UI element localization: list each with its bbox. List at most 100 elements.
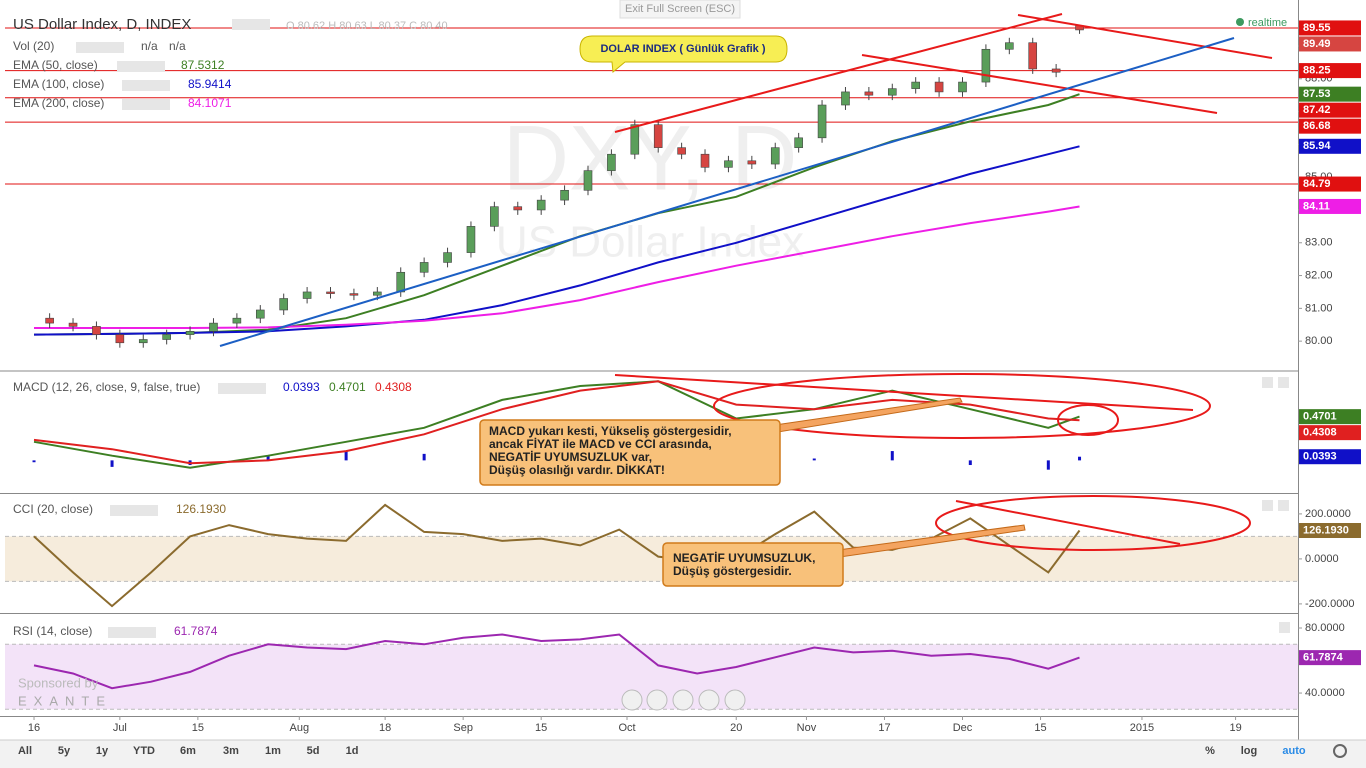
nav-button[interactable] (621, 689, 643, 711)
toolbar (0, 740, 1366, 768)
candle-body (817, 104, 827, 139)
candle-body (700, 153, 710, 168)
nav-button[interactable] (672, 689, 694, 711)
candle-body (1005, 42, 1014, 50)
icons[interactable] (76, 42, 124, 53)
candle-body (209, 322, 218, 332)
icons[interactable] (232, 19, 270, 30)
toolbar-button[interactable]: 1y (96, 745, 109, 757)
histogram-bar (110, 460, 114, 467)
legend-value: 126.1930 (176, 502, 226, 516)
y-tick-label: 80.0000 (1305, 622, 1345, 634)
watermark: US Dollar Index (496, 218, 804, 267)
price-label: 88.25 (1303, 64, 1331, 76)
chart-title: US Dollar Index, D, INDEX (13, 16, 191, 33)
candle-body (232, 317, 242, 324)
candle-body (934, 81, 944, 93)
toolbar-button[interactable]: log (1241, 745, 1258, 757)
legend-value: 84.1071 (188, 96, 232, 110)
price-label: 126.1930 (1303, 524, 1349, 536)
legend-label: EMA (50, close) (13, 58, 98, 72)
sponsor-logo[interactable]: EXANTE (18, 693, 112, 708)
candle-body (630, 124, 640, 155)
exit-fullscreen[interactable]: Exit Full Screen (ESC) (625, 3, 735, 15)
price-label: 0.4308 (1303, 427, 1337, 439)
toolbar-button[interactable]: All (18, 745, 32, 757)
candle-body (560, 189, 569, 201)
trend-lines (219, 13, 1273, 558)
toolbar-button[interactable]: 1m (265, 745, 281, 757)
x-tick-label: Aug (290, 722, 310, 734)
legend-value: 87.5312 (181, 58, 225, 72)
histogram-bar (890, 451, 894, 461)
y-tick-label: 83.00 (1305, 237, 1333, 249)
icons[interactable] (108, 627, 156, 638)
annotation-line: NEGATİF UYUMSUZLUK, (673, 550, 815, 565)
legend-value: n/a (169, 39, 186, 53)
trend-line (219, 37, 1235, 347)
y-tick-label: 40.0000 (1305, 687, 1345, 699)
settings-button[interactable] (1333, 744, 1347, 758)
toolbar-button[interactable]: 5y (58, 745, 71, 757)
panel-button[interactable] (1278, 500, 1289, 511)
toolbar-button[interactable]: 5d (307, 745, 320, 757)
sponsor: Sponsored by (18, 675, 99, 690)
price-label-box (1299, 449, 1361, 465)
x-tick-label: 18 (379, 722, 391, 734)
panel-borders (0, 370, 1366, 717)
price-label-box (1299, 118, 1361, 134)
icons[interactable] (117, 61, 165, 72)
price-label-box (1299, 86, 1361, 102)
panel-button[interactable] (1279, 622, 1290, 633)
legend-label: Vol (20) (13, 39, 54, 53)
toolbar-button[interactable]: YTD (133, 745, 155, 757)
ema-line (33, 145, 1080, 336)
toolbar-button[interactable]: auto (1282, 745, 1306, 757)
exit-fullscreen-button[interactable] (619, 0, 741, 19)
icons[interactable] (122, 80, 170, 91)
candle-body (45, 317, 54, 324)
price-label: 89.55 (1303, 22, 1331, 34)
legend-value: 85.9414 (188, 77, 232, 91)
panel-button[interactable] (1262, 500, 1273, 511)
candle-body (373, 291, 382, 296)
candle-body (887, 88, 897, 96)
price-label: 0.0393 (1303, 451, 1337, 463)
candle-body (607, 153, 616, 171)
price-label: 84.79 (1303, 178, 1331, 190)
icons[interactable] (122, 99, 170, 110)
nav-button[interactable] (724, 689, 746, 711)
legend-value: 0.4701 (329, 380, 366, 394)
nav-button[interactable] (698, 689, 720, 711)
toolbar-button[interactable]: 6m (180, 745, 196, 757)
candle-body (185, 331, 195, 335)
panel-button[interactable] (1278, 377, 1289, 388)
annotation-bubble (579, 35, 788, 73)
icons[interactable] (110, 505, 158, 516)
candle-body (349, 293, 359, 296)
panel-button[interactable] (1262, 377, 1273, 388)
toolbar-button[interactable]: 3m (223, 745, 239, 757)
y-tick-label: 0.0000 (1305, 553, 1339, 565)
legend-value: 61.7874 (174, 624, 218, 638)
icons[interactable] (218, 383, 266, 394)
candle-body (443, 252, 452, 263)
histogram-bar (344, 451, 348, 461)
x-tick-label: 19 (1229, 722, 1241, 734)
y-tick-label: 82.00 (1305, 269, 1333, 281)
toolbar-button[interactable]: % (1205, 745, 1215, 757)
toolbar-button[interactable]: 1d (346, 745, 359, 757)
candle-body (794, 137, 803, 148)
candle-body (747, 160, 757, 165)
price-label-box (1299, 409, 1361, 425)
highlight-ellipse (935, 495, 1251, 551)
trend-line (861, 54, 1218, 114)
price-label-box (1299, 138, 1361, 154)
histogram-bar (1046, 460, 1050, 470)
legend-value: 0.0393 (283, 380, 320, 394)
price-label: 0.4701 (1303, 411, 1337, 423)
nav-button[interactable] (646, 689, 668, 711)
price-label-box (1299, 36, 1361, 52)
x-tick-label: 16 (28, 722, 40, 734)
